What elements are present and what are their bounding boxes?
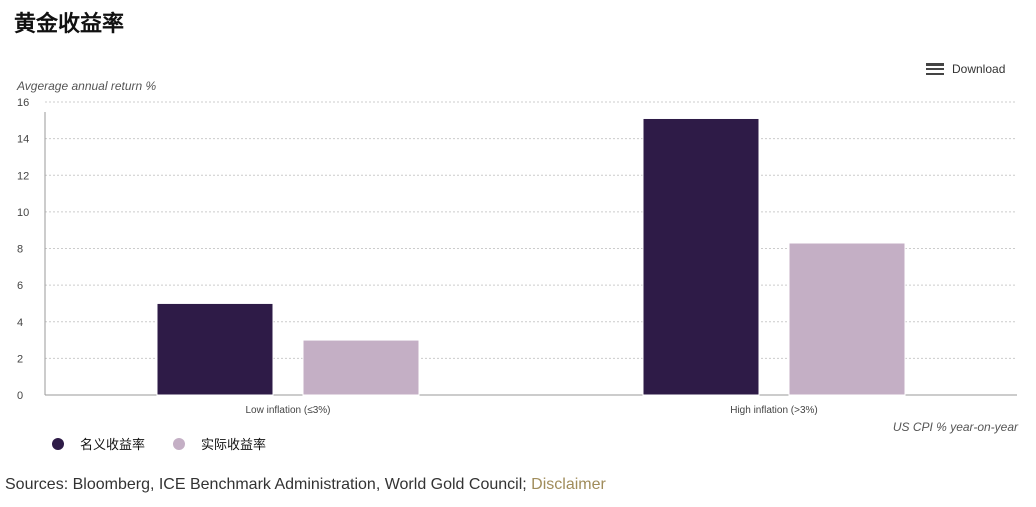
y-tick-label: 12 <box>17 170 29 182</box>
y-tick-label: 8 <box>17 244 23 256</box>
sources-text: Sources: Bloomberg, ICE Benchmark Admini… <box>5 476 527 493</box>
legend-item-nominal[interactable]: 名义收益率 <box>52 434 145 453</box>
bar-real <box>302 339 420 396</box>
y-axis-title: Avgerage annual return % <box>17 79 157 93</box>
legend-label-real: 实际收益率 <box>201 438 267 453</box>
legend: 名义收益率 实际收益率 <box>52 434 266 453</box>
bar-real <box>788 242 906 396</box>
y-tick-label: 4 <box>17 317 23 329</box>
sources-note: Sources: Bloomberg, ICE Benchmark Admini… <box>5 476 606 494</box>
legend-label-nominal: 名义收益率 <box>80 438 146 453</box>
bar-nominal <box>156 302 274 396</box>
y-tick-label: 10 <box>17 207 29 219</box>
y-tick-label: 16 <box>17 97 29 109</box>
menu-icon <box>926 63 944 75</box>
download-label: Download <box>952 62 1006 76</box>
download-button[interactable]: Download <box>926 62 1005 76</box>
x-tick-label: Low inflation (≤3%) <box>246 405 331 416</box>
x-axis-title: US CPI % year-on-year <box>892 420 1018 434</box>
y-tick-label: 2 <box>17 353 23 365</box>
y-tick-label: 6 <box>17 280 23 292</box>
page-title: 黄金收益率 <box>14 11 125 37</box>
legend-item-real[interactable]: 实际收益率 <box>173 434 266 453</box>
x-tick-label: High inflation (>3%) <box>730 405 818 416</box>
legend-dot-real <box>173 437 186 450</box>
disclaimer-link[interactable]: Disclaimer <box>531 476 606 493</box>
legend-dot-nominal <box>52 437 64 450</box>
y-tick-label: 14 <box>17 134 29 146</box>
y-tick-label: 0 <box>17 390 23 402</box>
bar-nominal <box>642 117 760 396</box>
